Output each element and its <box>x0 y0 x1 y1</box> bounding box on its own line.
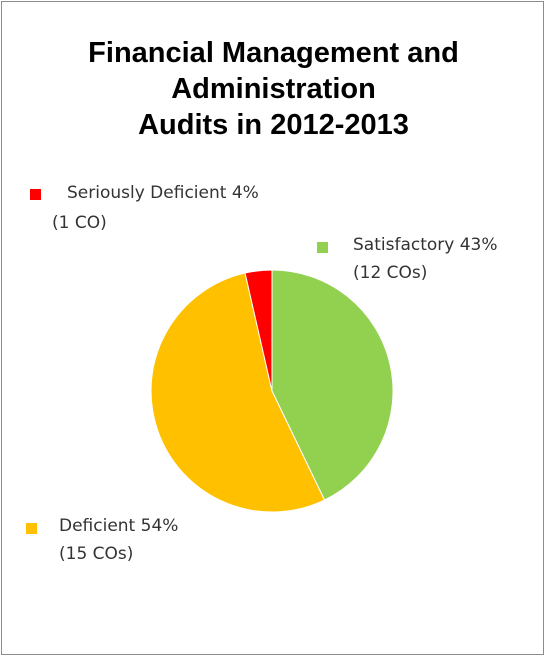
legend-seriously-deficient: Seriously Deficient 4% (1 CO) <box>30 181 330 241</box>
legend-percent-seriously-deficient: 4% <box>231 183 259 203</box>
pie-slice-satisfactory <box>271 269 394 501</box>
legend-percent-satisfactory: 43% <box>459 235 498 255</box>
chart-title-line-1: Financial Management and <box>88 37 459 69</box>
legend-deficient: Deficient 54% (15 COs) <box>26 510 226 570</box>
legend-swatch-seriously-deficient <box>30 189 41 200</box>
legend-swatch-satisfactory <box>317 242 328 253</box>
legend-percent-deficient: 54% <box>140 516 179 536</box>
legend-count-seriously-deficient: (1 CO) <box>52 213 107 233</box>
chart-title-line-2: Administration <box>171 73 376 105</box>
pie-slice-deficient <box>150 272 326 513</box>
legend-label-deficient: Deficient <box>59 516 136 536</box>
legend-count-deficient: (15 COs) <box>59 544 134 564</box>
legend-label-seriously-deficient: Seriously Deficient <box>67 183 227 203</box>
legend-satisfactory: Satisfactory 43% (12 COs) <box>317 233 527 293</box>
legend-count-satisfactory: (12 COs) <box>353 263 428 283</box>
pie-slice-seriously-deficient <box>244 269 273 392</box>
chart-title-line-3: Audits in 2012-2013 <box>138 109 409 141</box>
chart-title: Financial Management and Administration … <box>0 35 547 143</box>
legend-label-satisfactory: Satisfactory <box>353 235 455 255</box>
legend-swatch-deficient <box>26 523 37 534</box>
